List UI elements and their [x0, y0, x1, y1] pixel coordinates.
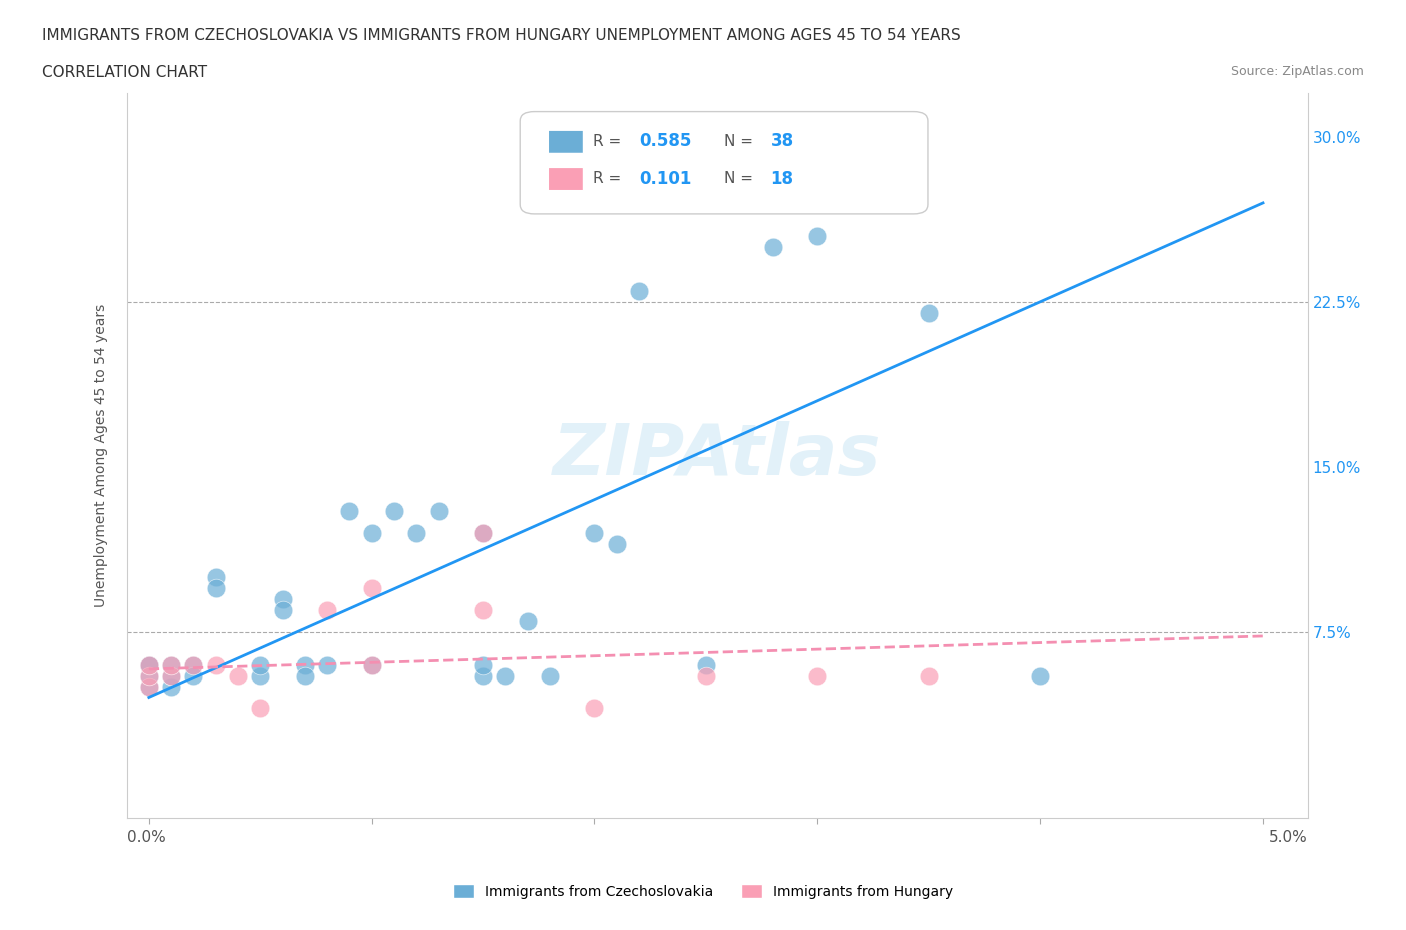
Point [360, 658, 382, 672]
Point [360, 525, 382, 540]
Point [695, 658, 717, 672]
Point [271, 602, 294, 617]
Text: 5.0%: 5.0% [1268, 830, 1308, 844]
Point [183, 658, 205, 672]
Point [806, 668, 828, 683]
Point [360, 580, 382, 595]
Point [138, 668, 160, 683]
Text: Source: ZipAtlas.com: Source: ZipAtlas.com [1230, 65, 1364, 78]
Text: 0.0%: 0.0% [127, 830, 166, 844]
Text: N =: N = [724, 134, 754, 149]
Point [271, 591, 294, 606]
Point [583, 701, 606, 716]
Text: CORRELATION CHART: CORRELATION CHART [42, 65, 207, 80]
Point [427, 503, 450, 518]
Point [138, 658, 160, 672]
Point [472, 525, 495, 540]
Text: R =: R = [593, 171, 621, 186]
Point [918, 305, 941, 320]
Point [294, 658, 316, 672]
Text: ZIPAtlas: ZIPAtlas [553, 421, 882, 490]
Point [516, 613, 538, 628]
Text: IMMIGRANTS FROM CZECHOSLOVAKIA VS IMMIGRANTS FROM HUNGARY UNEMPLOYMENT AMONG AGE: IMMIGRANTS FROM CZECHOSLOVAKIA VS IMMIGR… [42, 28, 960, 43]
Point [918, 668, 941, 683]
Point [183, 658, 205, 672]
Point [160, 668, 183, 683]
Point [226, 668, 249, 683]
Text: 0.585: 0.585 [640, 132, 692, 151]
Point [606, 537, 628, 551]
Point [472, 658, 495, 672]
Point [472, 602, 495, 617]
Text: 18: 18 [770, 169, 793, 188]
Point [204, 658, 226, 672]
Text: R =: R = [593, 134, 621, 149]
Legend: Immigrants from Czechoslovakia, Immigrants from Hungary: Immigrants from Czechoslovakia, Immigran… [447, 879, 959, 905]
Point [628, 284, 651, 299]
Point [762, 239, 785, 254]
Point [249, 668, 271, 683]
Point [538, 668, 561, 683]
Point [294, 668, 316, 683]
Point [806, 229, 828, 244]
Point [138, 668, 160, 683]
Point [138, 658, 160, 672]
Point [382, 503, 405, 518]
Point [204, 580, 226, 595]
Point [138, 679, 160, 694]
Point [472, 668, 495, 683]
Point [183, 668, 205, 683]
Point [160, 658, 183, 672]
Point [160, 668, 183, 683]
Point [249, 658, 271, 672]
Point [160, 679, 183, 694]
Point [249, 701, 271, 716]
Text: N =: N = [724, 171, 754, 186]
Point [583, 525, 606, 540]
Point [160, 658, 183, 672]
Point [1029, 668, 1052, 683]
Point [138, 679, 160, 694]
Point [316, 602, 339, 617]
Text: 0.101: 0.101 [640, 169, 692, 188]
Point [695, 668, 717, 683]
Point [405, 525, 427, 540]
Point [494, 668, 516, 683]
Point [204, 569, 226, 584]
Point [316, 658, 339, 672]
Point [360, 658, 382, 672]
Point [138, 658, 160, 672]
Text: 38: 38 [770, 132, 793, 151]
Point [472, 525, 495, 540]
Y-axis label: Unemployment Among Ages 45 to 54 years: Unemployment Among Ages 45 to 54 years [94, 304, 108, 607]
Point [337, 503, 360, 518]
